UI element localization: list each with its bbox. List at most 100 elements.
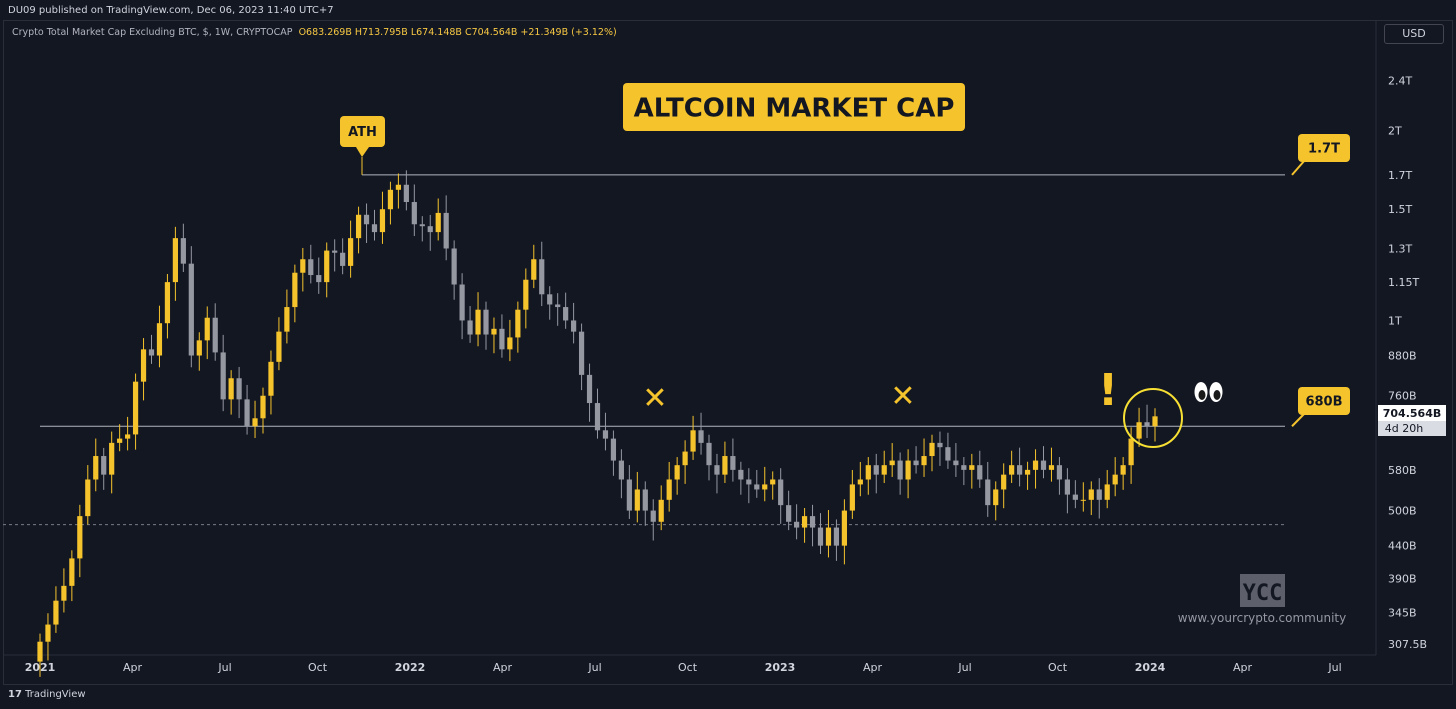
candle-body [993, 489, 999, 506]
candle-body [873, 465, 879, 475]
candle-body [363, 214, 370, 225]
candle-body [93, 456, 99, 480]
eye-pupil [1213, 390, 1221, 400]
watermark-url: www.yourcrypto.community [1178, 611, 1346, 625]
candle-body [164, 282, 171, 324]
y-tick-label: 500B [1388, 505, 1417, 518]
candle-body [348, 238, 354, 266]
candle-body [1104, 484, 1110, 500]
ath-pointer [356, 147, 369, 157]
level-high-pointer [1291, 159, 1306, 176]
candle-body [395, 184, 401, 190]
candle-body [411, 202, 417, 225]
candle-body [698, 430, 704, 443]
y-tick-label: 345B [1388, 606, 1417, 619]
last-price-text: 704.564B [1383, 407, 1442, 420]
title-label-bg [623, 83, 965, 131]
candle-body [101, 456, 107, 475]
eye-pupil [1198, 390, 1206, 400]
x-mark-icon: ✕ [642, 381, 667, 416]
candle-body [53, 600, 59, 625]
x-mark-icon: ✕ [890, 379, 915, 414]
candle-body [682, 451, 688, 466]
candle-body [1009, 465, 1015, 475]
ath-label-bg [340, 116, 385, 147]
candle-body [236, 378, 242, 400]
candle-body [276, 331, 282, 362]
candle-body [586, 374, 593, 404]
y-tick-label: 2T [1388, 124, 1402, 137]
candle-body [507, 337, 513, 350]
countdown-bg [1378, 421, 1446, 436]
level-mid-label-text: 680B [1305, 395, 1342, 410]
candle-body [220, 352, 226, 400]
candle-body [921, 456, 927, 466]
candle-body [483, 309, 489, 335]
candle-body [260, 395, 266, 419]
candle-body [762, 484, 768, 490]
x-tick-label: Jul [587, 661, 601, 674]
candle-body [531, 259, 537, 280]
eyes-icon [1194, 382, 1223, 402]
candle-body [563, 307, 569, 321]
footer-brand[interactable]: TradingView [25, 689, 86, 700]
candle-body [865, 465, 871, 480]
symbol-name[interactable]: Crypto Total Market Cap Excluding BTC, $… [12, 27, 293, 38]
level-high-label: 1.7T [1298, 134, 1350, 162]
candle-body [658, 499, 664, 522]
footer: 𝟭𝟳 TradingView [8, 689, 86, 700]
candle-body [1024, 469, 1031, 475]
candle-body [634, 489, 640, 511]
candle-body [1152, 416, 1158, 427]
y-tick-label: 760B [1388, 390, 1417, 403]
title-label: ALTCOIN MARKET CAP [623, 83, 965, 131]
price-axis: 2.4T2T1.7T1.5T1.3T1.15T1T880B760B680B580… [1388, 74, 1427, 651]
ohlc-values: O683.269B H713.795B L674.148B C704.564B … [298, 27, 617, 38]
x-tick-label: Apr [493, 661, 513, 674]
candle-body [491, 328, 497, 335]
symbol-legend: Crypto Total Market Cap Excluding BTC, $… [12, 27, 617, 38]
candle-body [1040, 460, 1047, 470]
y-tick-label: 1T [1388, 314, 1402, 327]
candle-body [387, 189, 394, 210]
candle-body [499, 328, 505, 350]
candle-body [1001, 474, 1007, 490]
level-high-label-text: 1.7T [1308, 142, 1340, 157]
candle-body [618, 460, 624, 480]
last-price-badge: 704.564B 4d 20h [1378, 405, 1446, 436]
candle-body [1017, 465, 1023, 475]
candle-body [547, 294, 553, 305]
x-tick-label: Oct [678, 661, 698, 674]
candle-body [1128, 438, 1134, 466]
candle-body [69, 558, 75, 586]
ath-label-text: ATH [348, 125, 377, 140]
candle-body [985, 479, 991, 506]
x-tick-label: 2023 [765, 661, 796, 674]
candle-body [172, 238, 178, 283]
tradingview-logo-icon[interactable]: 𝟭𝟳 [8, 689, 22, 700]
candle-body [475, 309, 481, 335]
candle-body [953, 460, 959, 466]
candle-body [642, 489, 648, 511]
candle-body [1072, 494, 1078, 500]
level-mid-pointer [1291, 412, 1306, 427]
candle-body [332, 250, 338, 253]
candle-body [109, 442, 115, 475]
x-tick-label: Apr [1233, 661, 1253, 674]
countdown-text: 4d 20h [1385, 422, 1423, 435]
x-tick-label: Apr [123, 661, 143, 674]
y-tick-label: 440B [1388, 540, 1417, 553]
candle-body [140, 349, 147, 382]
candle-body [969, 465, 975, 470]
candle-body [817, 527, 824, 546]
candle-body [125, 434, 131, 439]
candle-body [37, 641, 43, 662]
ath-label: ATH [340, 116, 385, 147]
candle-body [355, 214, 362, 239]
y-tick-label: 1.15T [1388, 276, 1419, 289]
candle-body [300, 259, 306, 273]
y-tick-label: 1.7T [1388, 169, 1412, 182]
candle-body [435, 212, 441, 233]
currency-button[interactable]: USD [1384, 24, 1444, 44]
